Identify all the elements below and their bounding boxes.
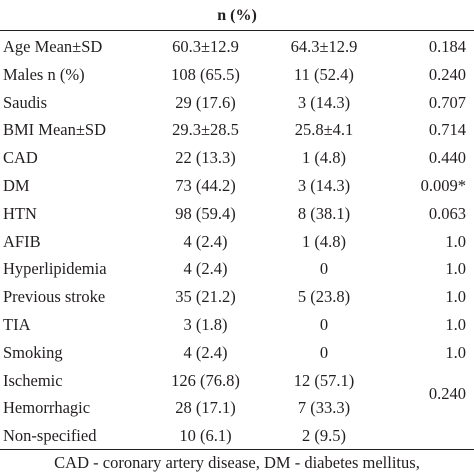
row-label: CAD xyxy=(3,148,38,168)
row-label: Smoking xyxy=(3,342,63,362)
table-row: Smoking 4 (2.4) 0 1.0 xyxy=(0,339,474,367)
row-value-col2: 0 xyxy=(319,314,329,334)
row-value-col2: 3 (14.3) xyxy=(297,175,351,195)
row-label: Males n (%) xyxy=(3,64,85,84)
row-label: TIA xyxy=(3,314,31,334)
table-row: AFIB 4 (2.4) 1 (4.8) 1.0 xyxy=(0,228,474,256)
row-value-col1: 4 (2.4) xyxy=(183,342,228,362)
table-footnote: CAD - coronary artery disease, DM - diab… xyxy=(54,453,420,472)
row-p-value: 0.440 xyxy=(428,148,466,168)
row-value-col1: 98 (59.4) xyxy=(175,203,236,223)
row-value-col2: 25.8±4.1 xyxy=(294,120,354,140)
table-top-rule xyxy=(0,30,474,31)
row-p-value: 0.714 xyxy=(428,120,466,140)
row-value-col1: 10 (6.1) xyxy=(179,426,232,446)
row-value-col2: 12 (57.1) xyxy=(293,370,355,390)
row-label: Hemorrhagic xyxy=(3,398,91,418)
row-value-col2: 1 (4.8) xyxy=(302,231,346,251)
table-row: Non-specified 10 (6.1) 2 (9.5) xyxy=(0,422,474,450)
row-p-value: 0.063 xyxy=(428,203,466,223)
row-label: BMI Mean±SD xyxy=(3,120,107,140)
table-row: Saudis 29 (17.6) 3 (14.3) 0.707 xyxy=(0,89,474,117)
data-table: Age Mean±SD 60.3±12.9 64.3±12.9 0.184 Ma… xyxy=(0,33,474,450)
row-label: Hyperlipidemia xyxy=(3,259,107,279)
table-row: Ischemic 126 (76.8) 12 (57.1) 0.240 xyxy=(0,367,474,404)
row-value-col1: 73 (44.2) xyxy=(175,175,236,195)
row-p-value-empty xyxy=(387,422,474,450)
row-value-col1: 28 (17.1) xyxy=(175,398,236,418)
row-value-col1: 22 (13.3) xyxy=(175,148,236,168)
row-value-col1: 60.3±12.9 xyxy=(172,37,239,56)
stroke-type-p-value: 0.240 xyxy=(428,384,466,404)
row-label: HTN xyxy=(3,203,37,223)
row-label: Age Mean±SD xyxy=(3,37,103,56)
row-p-value: 0.707 xyxy=(428,92,466,112)
row-p-value: 0.184 xyxy=(428,37,466,56)
row-p-value: 1.0 xyxy=(445,259,466,279)
table-row: TIA 3 (1.8) 0 1.0 xyxy=(0,311,474,339)
table-row: Age Mean±SD 60.3±12.9 64.3±12.9 0.184 xyxy=(0,33,474,61)
row-label: DM xyxy=(3,175,30,195)
table-bottom-rule xyxy=(0,449,474,450)
table-row: DM 73 (44.2) 3 (14.3) 0.009* xyxy=(0,172,474,200)
table-header: n (%) xyxy=(217,7,257,24)
row-p-value: 1.0 xyxy=(445,287,466,307)
row-p-value: 1.0 xyxy=(445,314,466,334)
row-value-col2: 0 xyxy=(319,259,329,279)
row-value-col2: 64.3±12.9 xyxy=(290,37,358,56)
row-value-col2: 1 (4.8) xyxy=(302,148,346,168)
row-value-col2: 7 (33.3) xyxy=(297,398,351,418)
table-row: CAD 22 (13.3) 1 (4.8) 0.440 xyxy=(0,144,474,172)
row-p-value: 0.009* xyxy=(420,175,466,195)
row-value-col1: 126 (76.8) xyxy=(171,370,240,390)
table-row: Hyperlipidemia 4 (2.4) 0 1.0 xyxy=(0,255,474,283)
table-row: Hemorrhagic 28 (17.1) 7 (33.3) xyxy=(0,394,474,422)
row-p-value: 1.0 xyxy=(445,231,466,251)
row-value-col2: 0 xyxy=(319,342,329,362)
row-value-col1: 29.3±28.5 xyxy=(172,120,239,140)
row-label: Previous stroke xyxy=(3,287,106,307)
row-label: Ischemic xyxy=(3,370,63,390)
row-value-col2: 2 (9.5) xyxy=(302,426,346,446)
table-row: Males n (%) 108 (65.5) 11 (52.4) 0.240 xyxy=(0,61,474,89)
table-row: Previous stroke 35 (21.2) 5 (23.8) 1.0 xyxy=(0,283,474,311)
row-value-col2: 5 (23.8) xyxy=(297,287,351,307)
row-value-col2: 8 (38.1) xyxy=(297,203,351,223)
row-value-col1: 4 (2.4) xyxy=(183,231,228,251)
row-value-col1: 29 (17.6) xyxy=(175,92,236,112)
table-row: HTN 98 (59.4) 8 (38.1) 0.063 xyxy=(0,200,474,228)
row-value-col1: 35 (21.2) xyxy=(175,287,236,307)
row-value-col2: 3 (14.3) xyxy=(297,92,351,112)
row-value-col2: 11 (52.4) xyxy=(294,64,354,84)
row-value-col1: 4 (2.4) xyxy=(183,259,228,279)
row-value-col1: 3 (1.8) xyxy=(183,314,228,334)
row-label: Saudis xyxy=(3,92,48,112)
table-row: BMI Mean±SD 29.3±28.5 25.8±4.1 0.714 xyxy=(0,116,474,144)
row-p-value: 0.240 xyxy=(428,64,466,84)
row-p-value: 1.0 xyxy=(445,342,466,362)
row-label: AFIB xyxy=(3,231,41,251)
row-label: Non-specified xyxy=(3,426,97,446)
row-value-col1: 108 (65.5) xyxy=(171,64,240,84)
